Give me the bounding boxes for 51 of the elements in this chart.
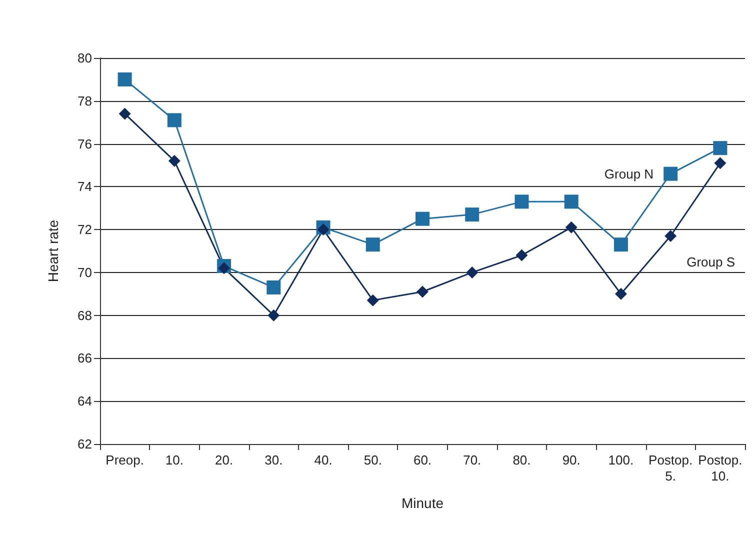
y-tick-label: 72 [78,222,92,238]
y-tick-label: 70 [78,264,92,280]
point [514,194,529,209]
point [465,208,480,222]
x-tick-label: Preop. [106,452,144,468]
y-tick-label: 74 [78,179,92,194]
point [516,249,528,262]
x-tick-label: 50. [364,452,382,468]
x-tick-label: 40. [314,452,332,468]
x-tick-label: 10. [165,452,184,468]
point [268,309,280,322]
point [664,166,678,181]
point [366,294,379,306]
point [614,288,627,300]
point [714,157,726,170]
y-tick-label: 66 [78,350,92,366]
series-label: Group N [604,166,654,182]
x-tick-label: 60. [413,452,432,468]
y-tick-label: 80 [78,50,92,66]
x-tick-label: 80. [512,452,531,468]
point [416,286,428,298]
x-tick-label: 20. [215,452,234,468]
point [266,280,281,294]
y-tick-label: 62 [78,436,92,452]
point [167,113,182,128]
y-axis-title: Heart rate [45,220,61,282]
y-tick-label: 68 [78,308,92,323]
x-axis-title: Minute [401,495,444,511]
y-tick-label: 78 [78,93,92,108]
x-tick-label: Postop. 5. [648,452,693,484]
point [664,230,677,242]
y-tick-label: 76 [78,136,92,152]
point [218,262,230,274]
x-tick-label: 30. [264,452,283,468]
point [317,224,330,236]
point [416,212,430,226]
point [565,221,578,234]
series-label: Group S [686,254,736,270]
point [614,238,628,252]
point [168,154,180,167]
point [366,238,380,252]
x-tick-label: 90. [562,452,580,468]
y-tick-label: 64 [78,394,92,409]
x-tick-label: 100. [608,452,634,468]
x-tick-label: Postop. 10. [698,452,742,484]
point [564,194,578,209]
point [713,141,728,156]
point [466,266,478,278]
point [118,72,132,86]
point [118,108,131,120]
x-tick-label: 70. [463,452,482,468]
